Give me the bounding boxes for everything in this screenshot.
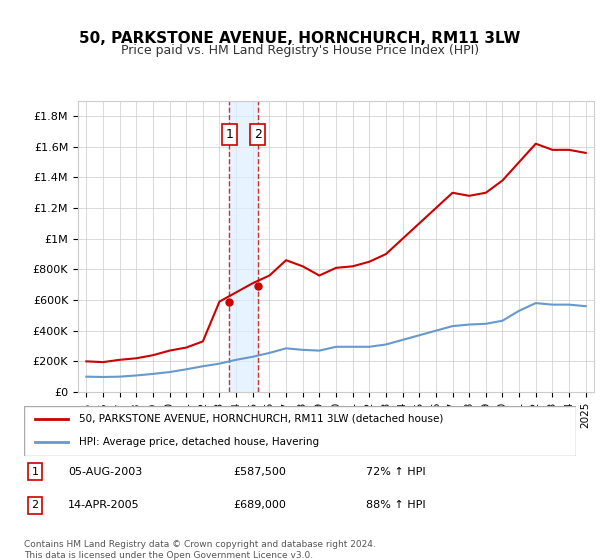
Text: 1: 1 (226, 128, 233, 141)
Text: £689,000: £689,000 (234, 501, 287, 510)
Text: 50, PARKSTONE AVENUE, HORNCHURCH, RM11 3LW (detached house): 50, PARKSTONE AVENUE, HORNCHURCH, RM11 3… (79, 414, 443, 423)
Text: 14-APR-2005: 14-APR-2005 (68, 501, 140, 510)
Text: 2: 2 (254, 128, 262, 141)
Text: HPI: Average price, detached house, Havering: HPI: Average price, detached house, Have… (79, 437, 319, 447)
FancyBboxPatch shape (24, 406, 576, 456)
Text: 05-AUG-2003: 05-AUG-2003 (68, 467, 142, 477)
Text: 72% ↑ HPI: 72% ↑ HPI (366, 467, 426, 477)
Bar (229, 101, 258, 392)
Text: 2: 2 (31, 501, 38, 510)
Text: Price paid vs. HM Land Registry's House Price Index (HPI): Price paid vs. HM Land Registry's House … (121, 44, 479, 57)
Text: £587,500: £587,500 (234, 467, 287, 477)
Text: 50, PARKSTONE AVENUE, HORNCHURCH, RM11 3LW: 50, PARKSTONE AVENUE, HORNCHURCH, RM11 3… (79, 31, 521, 46)
Text: 88% ↑ HPI: 88% ↑ HPI (366, 501, 426, 510)
Text: 1: 1 (32, 467, 38, 477)
Text: Contains HM Land Registry data © Crown copyright and database right 2024.
This d: Contains HM Land Registry data © Crown c… (24, 540, 376, 560)
